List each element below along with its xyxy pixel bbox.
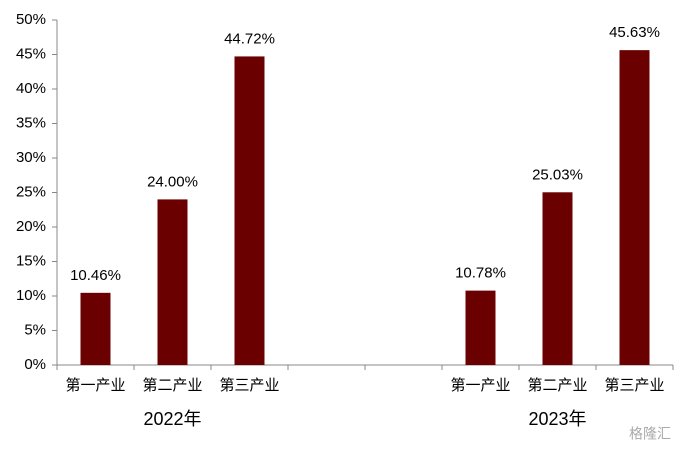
value-label: 10.46% <box>70 267 121 284</box>
bar <box>157 199 188 365</box>
x-tick-label: 第二产业 <box>527 376 587 394</box>
bar <box>465 290 496 365</box>
y-tick-label: 25% <box>16 183 46 200</box>
y-tick-label: 5% <box>24 321 46 338</box>
watermark: 格隆汇 <box>629 426 671 442</box>
value-label: 45.63% <box>609 24 660 41</box>
value-label: 10.78% <box>455 265 506 282</box>
y-tick-label: 30% <box>16 149 46 166</box>
value-label: 25.03% <box>532 166 583 183</box>
x-tick-label: 第一产业 <box>65 376 125 394</box>
x-tick-label: 第一产业 <box>450 376 510 394</box>
y-tick-label: 20% <box>16 218 46 235</box>
y-tick-label: 35% <box>16 114 46 131</box>
group-label: 2022年 <box>143 409 201 429</box>
x-tick-label: 第二产业 <box>142 376 202 394</box>
value-label: 24.00% <box>147 173 198 190</box>
x-tick-label: 第三产业 <box>604 376 664 394</box>
group-label: 2023年 <box>528 409 586 429</box>
y-tick-label: 15% <box>16 252 46 269</box>
bar <box>619 50 650 365</box>
y-tick-label: 10% <box>16 287 46 304</box>
bar <box>80 292 111 365</box>
y-tick-label: 50% <box>16 11 46 28</box>
value-label: 44.72% <box>224 30 275 47</box>
y-tick-label: 45% <box>16 45 46 62</box>
bar <box>542 192 573 365</box>
bar <box>234 56 265 365</box>
y-tick-label: 40% <box>16 80 46 97</box>
y-tick-label: 0% <box>24 356 46 373</box>
x-tick-label: 第三产业 <box>219 376 279 394</box>
